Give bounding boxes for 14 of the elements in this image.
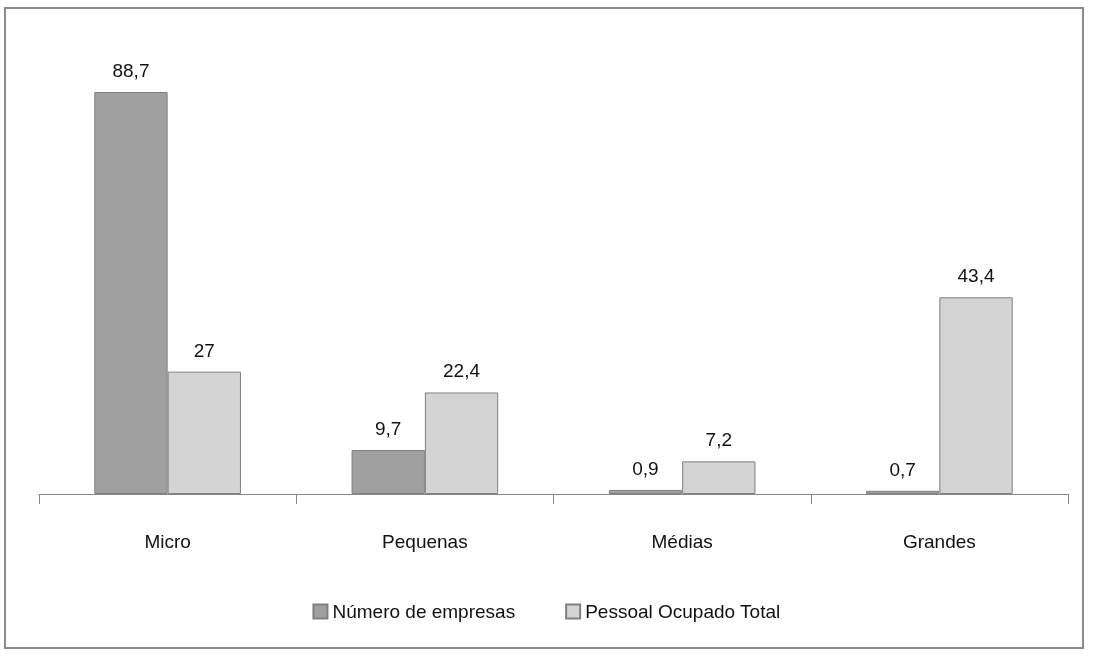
data-label: 43,4 — [957, 265, 995, 287]
data-label: 88,7 — [112, 60, 150, 81]
data-label: 22,4 — [443, 360, 481, 382]
data-label: 0,7 — [889, 458, 916, 480]
data-label: 7,2 — [705, 429, 732, 451]
x-tick-label: Micro — [144, 531, 191, 552]
legend-label: Pessoal Ocupado Total — [585, 601, 781, 622]
data-label: 0,9 — [632, 457, 659, 479]
data-label: 27 — [193, 339, 215, 361]
legend-label: Número de empresas — [332, 601, 516, 622]
x-tick-label: Médias — [651, 531, 713, 552]
x-tick-label: Grandes — [902, 531, 976, 552]
data-label: 9,7 — [375, 418, 402, 440]
x-tick-label: Pequenas — [382, 531, 468, 552]
